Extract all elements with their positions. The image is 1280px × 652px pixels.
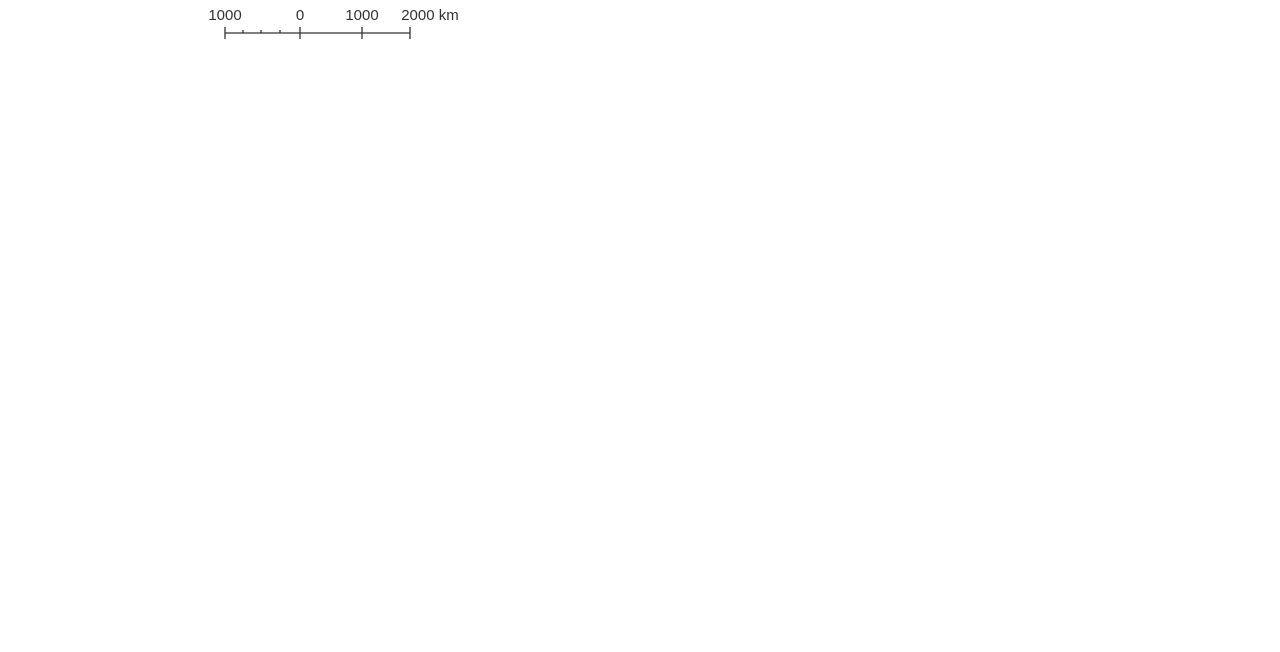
- svg-text:1000: 1000: [345, 7, 378, 24]
- svg-text:2000 km: 2000 km: [401, 7, 459, 24]
- svg-text:1000: 1000: [208, 7, 241, 24]
- svg-text:0: 0: [296, 7, 304, 24]
